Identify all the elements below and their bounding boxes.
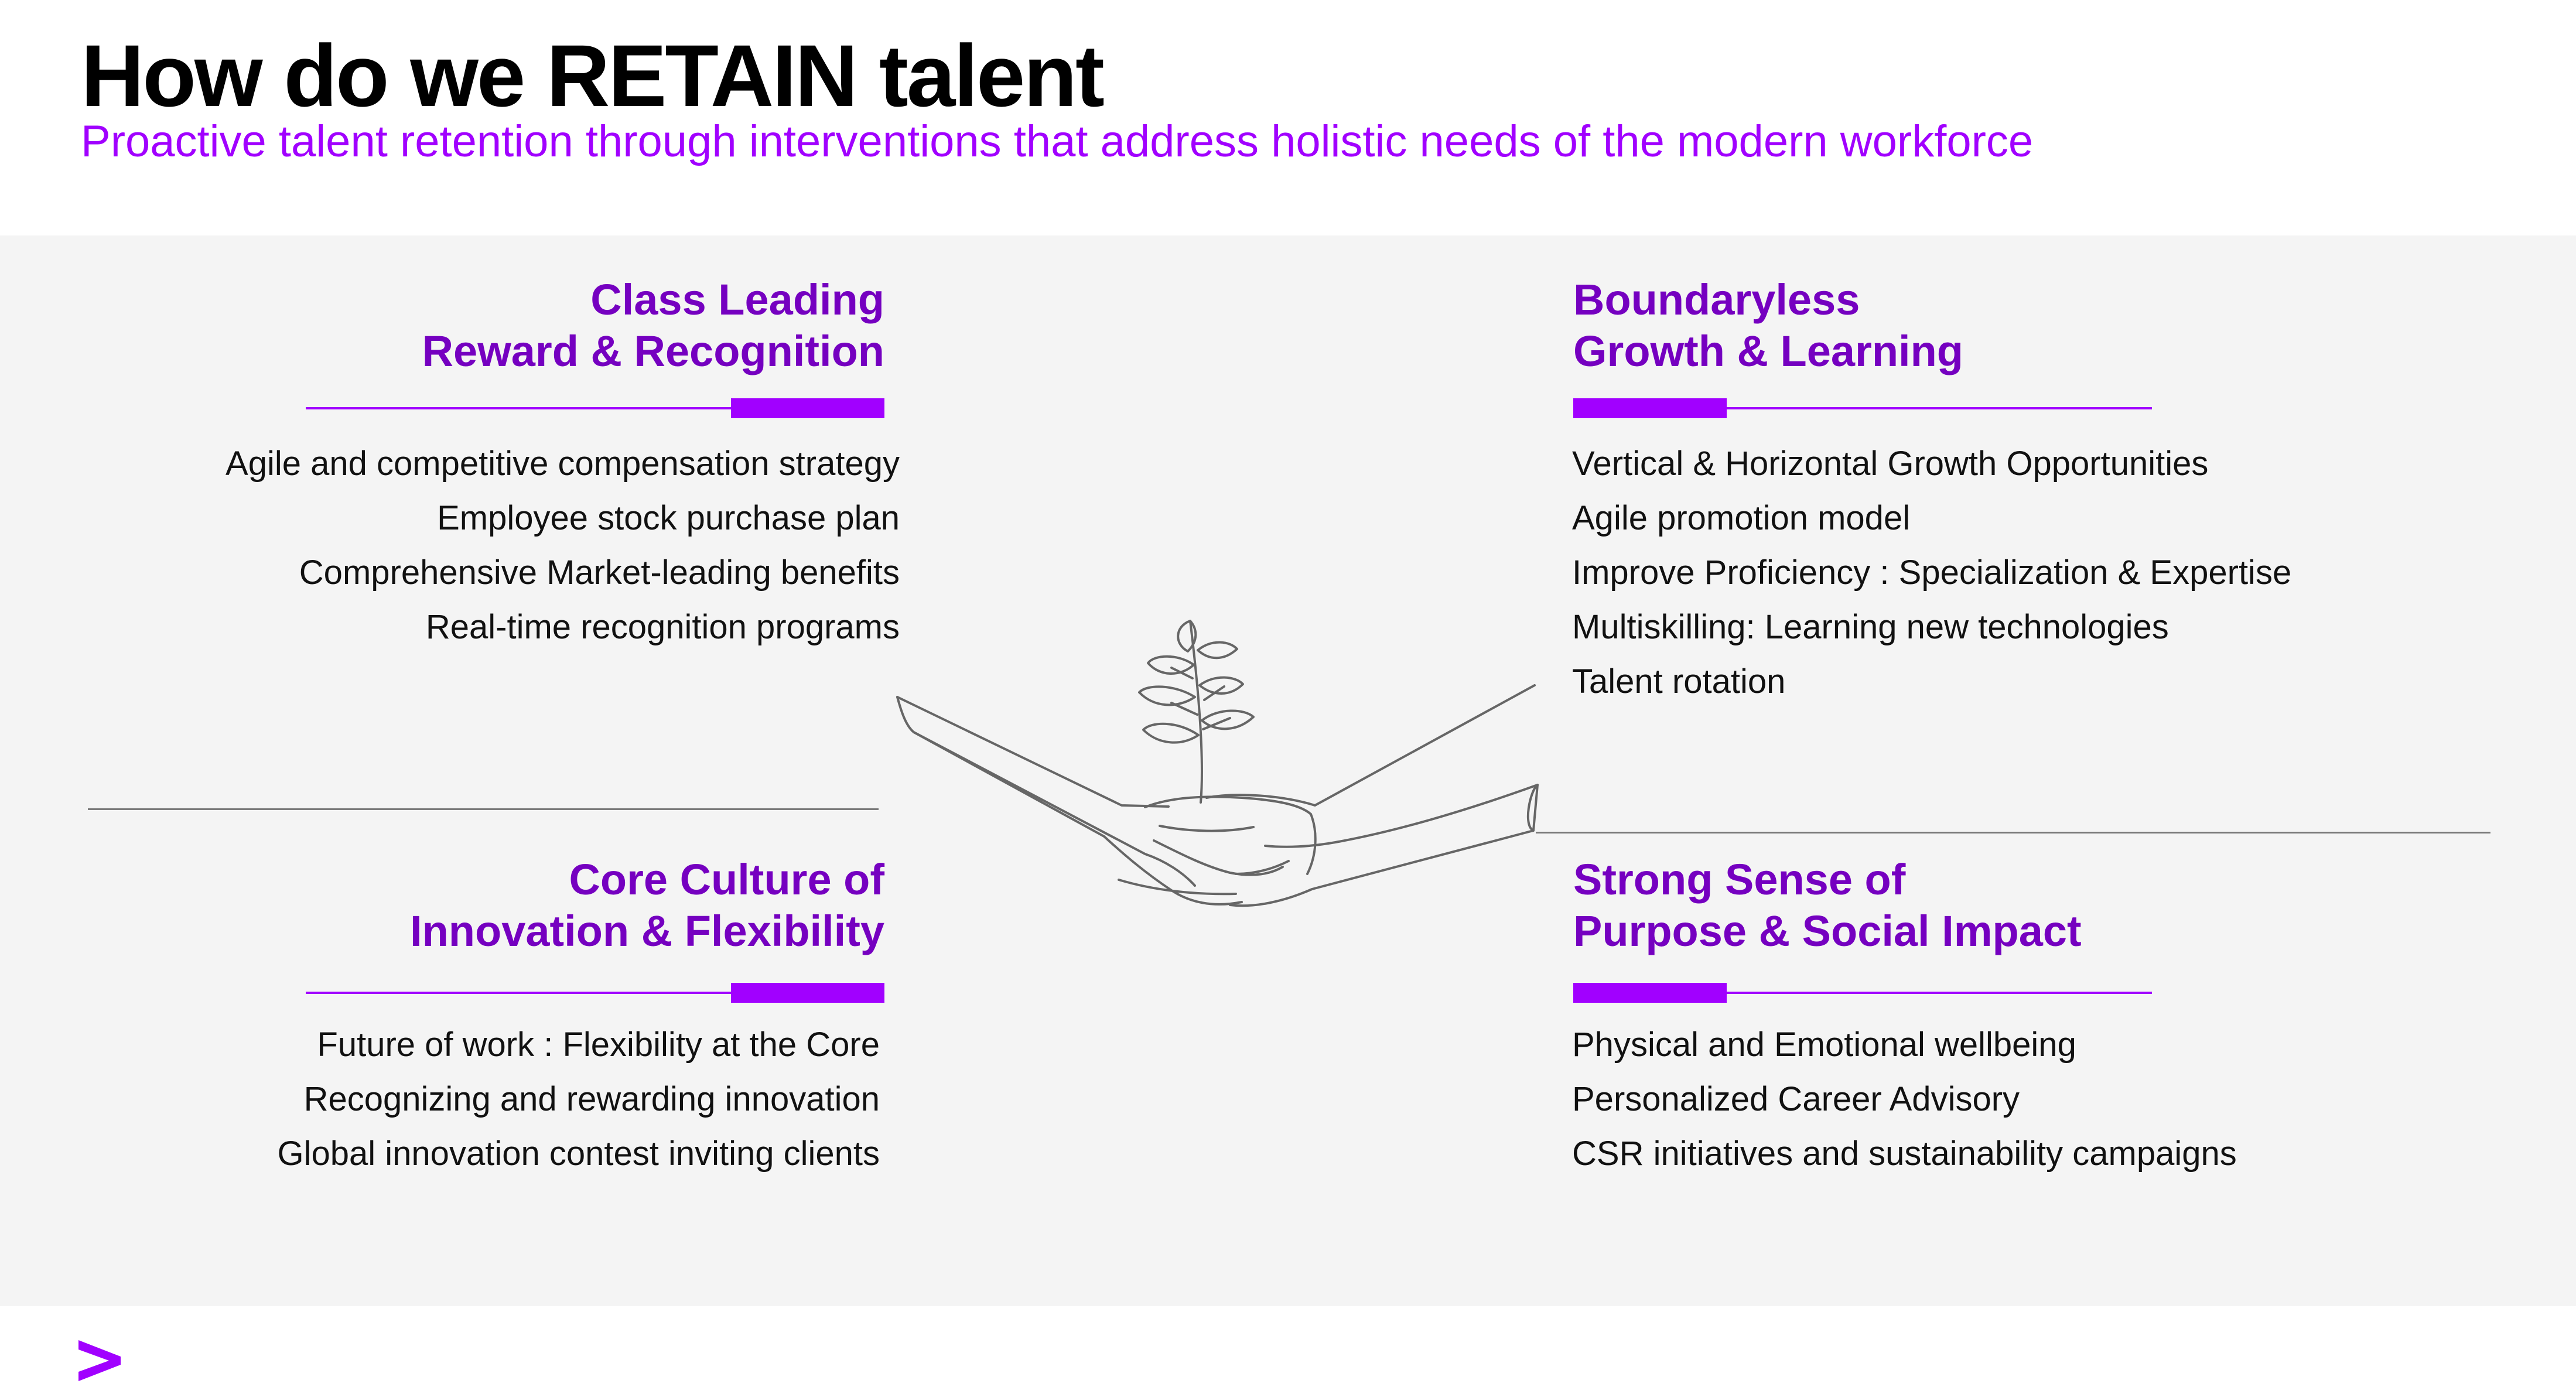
list-item: Recognizing and rewarding innovation xyxy=(303,1080,880,1118)
heading-line: Strong Sense of xyxy=(1573,855,1906,904)
list-item: CSR initiatives and sustainability campa… xyxy=(1572,1135,2237,1173)
growth-learning-list: Vertical & Horizontal Growth Opportuniti… xyxy=(1572,436,2451,709)
list-item: Agile promotion model xyxy=(1572,499,1911,537)
heading-line: Purpose & Social Impact xyxy=(1573,907,2082,955)
list-item: Multiskilling: Learning new technologies xyxy=(1572,608,2169,646)
hands-holding-plant-icon xyxy=(896,620,1539,907)
page-title: How do we RETAIN talent xyxy=(81,26,1105,125)
list-item: Future of work : Flexibility at the Core xyxy=(317,1026,880,1064)
list-item: Employee stock purchase plan xyxy=(437,499,900,537)
list-item: Personalized Career Advisory xyxy=(1572,1080,2020,1118)
list-item: Global innovation contest inviting clien… xyxy=(277,1135,880,1173)
list-item: Physical and Emotional wellbeing xyxy=(1572,1026,2076,1064)
list-item: Improve Proficiency : Specialization & E… xyxy=(1572,554,2292,592)
innovation-flexibility-list: Future of work : Flexibility at the Core… xyxy=(117,1017,880,1181)
heading-underline xyxy=(306,992,884,994)
heading-underline xyxy=(1573,992,2152,994)
reward-recognition-heading: Class Leading Reward & Recognition xyxy=(328,274,884,377)
horizon-line-left xyxy=(88,808,879,810)
list-item: Vertical & Horizontal Growth Opportuniti… xyxy=(1572,445,2209,483)
growth-learning-heading: Boundaryless Growth & Learning xyxy=(1573,274,2276,377)
heading-line: Core Culture of xyxy=(569,855,884,904)
heading-line: Growth & Learning xyxy=(1573,327,1963,375)
page-subtitle: Proactive talent retention through inter… xyxy=(81,117,2034,166)
heading-underline-accent xyxy=(731,398,884,418)
list-item: Real-time recognition programs xyxy=(425,608,900,646)
heading-underline-accent xyxy=(731,983,884,1003)
heading-line: Innovation & Flexibility xyxy=(410,907,884,955)
purpose-impact-heading: Strong Sense of Purpose & Social Impact xyxy=(1573,854,2276,957)
innovation-flexibility-heading: Core Culture of Innovation & Flexibility xyxy=(299,854,884,957)
heading-underline-accent xyxy=(1573,398,1727,418)
heading-underline xyxy=(1573,407,2152,409)
list-item: Comprehensive Market-leading benefits xyxy=(299,554,900,592)
content-panel xyxy=(0,235,2576,1306)
reward-recognition-list: Agile and competitive compensation strat… xyxy=(117,436,900,654)
heading-line: Reward & Recognition xyxy=(422,327,884,375)
list-item: Agile and competitive compensation strat… xyxy=(226,445,900,483)
heading-underline xyxy=(306,407,884,409)
heading-underline-accent xyxy=(1573,983,1727,1003)
horizon-line-right xyxy=(1536,832,2490,833)
heading-line: Class Leading xyxy=(590,275,884,324)
accenture-chevron-icon xyxy=(78,1340,121,1381)
purpose-impact-list: Physical and Emotional wellbeing Persona… xyxy=(1572,1017,2451,1181)
heading-line: Boundaryless xyxy=(1573,275,1860,324)
list-item: Talent rotation xyxy=(1572,662,1786,701)
